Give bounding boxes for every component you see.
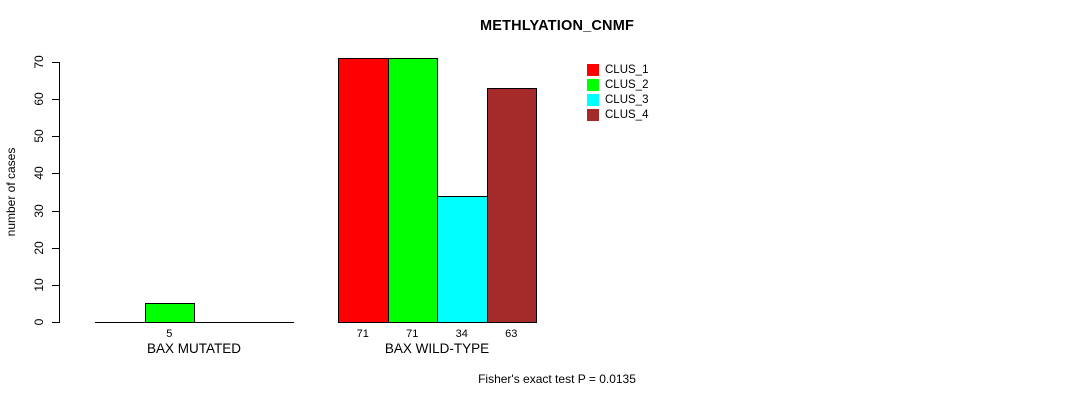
y-axis-tick bbox=[52, 247, 59, 249]
legend-label: CLUS_2 bbox=[605, 78, 649, 91]
chart-title: METHLYATION_CNMF bbox=[479, 18, 635, 34]
y-tick-label: 70 bbox=[32, 55, 46, 69]
annotation-text: Fisher's exact test P = 0.0135 bbox=[478, 372, 636, 386]
legend-label: CLUS_3 bbox=[605, 93, 649, 106]
x-category-label: BAX WILD-TYPE bbox=[384, 341, 490, 356]
y-tick-label: 20 bbox=[32, 241, 46, 255]
bar-clus_1-group1 bbox=[338, 58, 389, 323]
bar-zero-clus_4-group0 bbox=[243, 322, 294, 323]
legend-swatch-icon bbox=[587, 63, 599, 76]
legend-label: CLUS_4 bbox=[605, 108, 649, 121]
y-axis-tick bbox=[52, 62, 59, 63]
legend-swatch-icon bbox=[587, 93, 599, 106]
x-category-label: BAX MUTATED bbox=[146, 341, 241, 356]
bar-clus_4-group1 bbox=[486, 88, 537, 323]
bar-value-label: 5 bbox=[166, 328, 173, 340]
y-axis-tick bbox=[52, 210, 59, 212]
y-tick-label: 60 bbox=[32, 92, 46, 106]
bar-clus_2-group0 bbox=[144, 303, 195, 323]
y-axis-tick bbox=[52, 136, 59, 138]
bar-zero-clus_1-group0 bbox=[95, 322, 146, 323]
bar-value-label: 34 bbox=[455, 328, 468, 340]
y-axis-tick bbox=[52, 173, 59, 175]
legend-label: CLUS_1 bbox=[605, 63, 649, 76]
legend-swatch-icon bbox=[587, 108, 599, 121]
y-tick-label: 40 bbox=[32, 166, 46, 181]
legend: CLUS_1 CLUS_2 CLUS_3 CLUS_4 bbox=[587, 62, 648, 122]
bar-clus_2-group1 bbox=[387, 58, 438, 323]
y-axis-tick bbox=[52, 322, 59, 323]
bar-clus_3-group1 bbox=[437, 195, 488, 323]
legend-item-clus_2: CLUS_2 bbox=[587, 77, 648, 92]
y-axis-line bbox=[59, 62, 60, 323]
bar-value-label: 71 bbox=[356, 328, 369, 340]
y-axis-tick bbox=[52, 284, 59, 286]
y-axis-tick bbox=[52, 99, 59, 101]
y-tick-label: 50 bbox=[32, 129, 46, 143]
legend-item-clus_3: CLUS_3 bbox=[587, 92, 648, 107]
bar-value-label: 63 bbox=[505, 328, 518, 340]
legend-item-clus_4: CLUS_4 bbox=[587, 107, 648, 122]
y-tick-label: 10 bbox=[32, 278, 46, 292]
bar-value-label: 71 bbox=[406, 328, 419, 340]
legend-item-clus_1: CLUS_1 bbox=[587, 62, 648, 77]
bar-zero-clus_3-group0 bbox=[194, 322, 245, 323]
legend-swatch-icon bbox=[587, 78, 599, 91]
y-tick-label: 0 bbox=[32, 318, 46, 326]
y-tick-label: 30 bbox=[32, 203, 46, 218]
